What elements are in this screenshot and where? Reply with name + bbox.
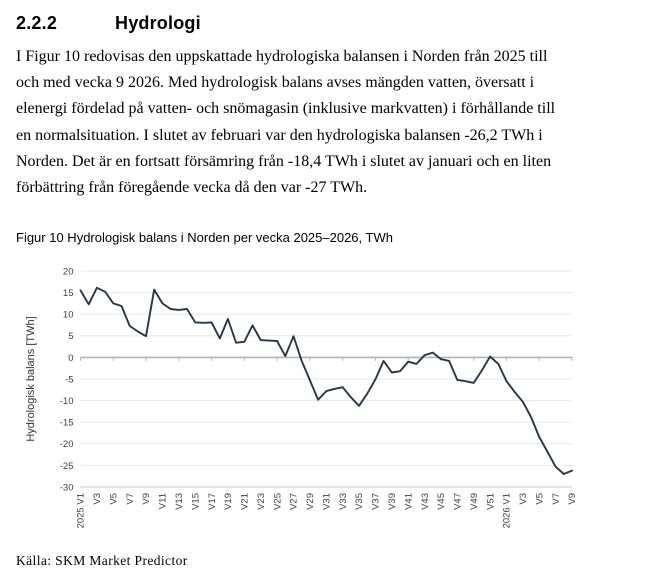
- x-tick-label: V15: [190, 493, 201, 510]
- y-axis-title: Hydrologisk balans [TWh]: [25, 316, 37, 441]
- x-tick-label: V9: [567, 493, 578, 505]
- x-tick-label: V37: [371, 493, 382, 510]
- y-tick-label: 20: [63, 266, 74, 277]
- source-text: Källa: SKM Market Predictor: [16, 553, 188, 568]
- x-tick-label: V29: [305, 493, 316, 510]
- x-tick-label: V5: [108, 493, 119, 505]
- zero-axis-ticks: [80, 357, 573, 361]
- figure-10-chart: 20 15 10 5 0 -5 -10 -15 -20 -25 -30 2025 V1 V3 V5 V7 V9…: [0, 254, 669, 548]
- x-tick-label: V19: [223, 493, 234, 510]
- x-tick-label: 2026 V1: [502, 493, 513, 528]
- y-tick-label: 5: [68, 331, 73, 342]
- y-tick-label: -20: [60, 439, 74, 450]
- section-number: 2.2.2: [16, 13, 58, 33]
- x-tick-label: V7: [551, 493, 562, 505]
- x-tick-label: V25: [272, 493, 283, 510]
- x-tick-label: V51: [485, 493, 496, 510]
- y-tick-label: 10: [63, 310, 74, 321]
- x-tick-label: V11: [158, 493, 169, 509]
- balance-line-series: [79, 286, 573, 475]
- section-title: Hydrologi: [115, 13, 201, 33]
- x-tick-label: V49: [469, 493, 480, 510]
- x-tick-label: V33: [338, 493, 349, 510]
- y-tick-label: -5: [65, 374, 73, 385]
- x-tick-label: V3: [518, 493, 529, 505]
- x-tick-label: V5: [534, 493, 545, 505]
- y-tick-label: -10: [60, 396, 74, 407]
- y-tick-label: -15: [60, 418, 74, 429]
- x-tick-label: V47: [453, 493, 464, 510]
- gridlines-group: [80, 270, 572, 488]
- body-paragraph: I Figur 10 redovisas den uppskattade hyd…: [16, 48, 556, 197]
- x-tick-label: V31: [321, 493, 332, 510]
- section-heading: 2.2.2 Hydrologi: [16, 13, 201, 34]
- figure-caption: Figur 10 Hydrologisk balans i Norden per…: [16, 230, 393, 245]
- x-tick-label: 2025 V1: [76, 493, 87, 528]
- x-axis-labels: 2025 V1 V3 V5 V7 V9 V11 V13 V15 V17 V19 V21 V23 V25 V…: [76, 493, 579, 528]
- x-tick-label: V9: [141, 493, 152, 505]
- y-tick-label: 15: [63, 288, 74, 299]
- x-tick-label: V39: [387, 493, 398, 510]
- x-tick-label: V27: [289, 493, 300, 510]
- x-tick-label: V3: [92, 493, 103, 505]
- x-tick-label: V7: [125, 493, 136, 505]
- y-tick-label: -30: [60, 482, 74, 493]
- x-tick-label: V35: [354, 493, 365, 510]
- y-axis-labels: 20 15 10 5 0 -5 -10 -15 -20 -25 -30: [60, 266, 74, 493]
- x-tick-label: V41: [403, 493, 414, 510]
- x-tick-label: V43: [420, 493, 431, 510]
- x-tick-label: V17: [207, 493, 218, 510]
- x-tick-label: V23: [256, 493, 267, 510]
- y-tick-label: -25: [60, 461, 74, 472]
- x-tick-label: V45: [436, 493, 447, 510]
- x-tick-label: V21: [240, 493, 251, 510]
- y-tick-label: 0: [68, 353, 73, 364]
- x-tick-label: V13: [174, 493, 185, 510]
